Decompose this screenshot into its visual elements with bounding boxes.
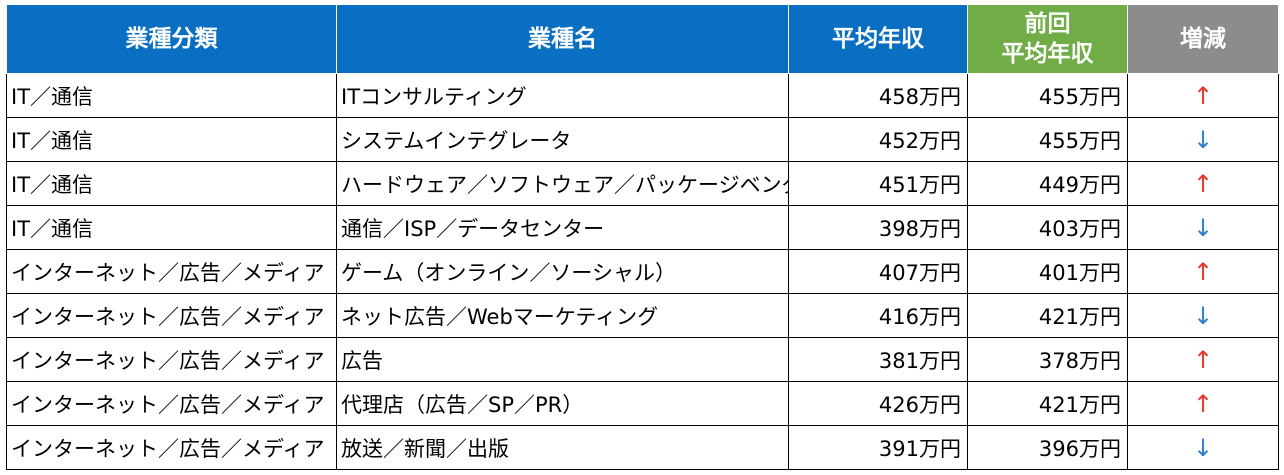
cell-prev-avg-income: 396万円 bbox=[967, 425, 1128, 470]
cell-avg-income: 381万円 bbox=[788, 337, 968, 382]
cell-category: IT／通信 bbox=[6, 161, 337, 206]
cell-prev-avg-income: 421万円 bbox=[967, 381, 1128, 426]
header-change: 増減 bbox=[1127, 4, 1279, 74]
cell-prev-avg-income: 403万円 bbox=[967, 205, 1128, 250]
header-avg-income: 平均年収 bbox=[788, 4, 968, 74]
cell-category: インターネット／広告／メディア bbox=[6, 249, 337, 294]
cell-prev-avg-income: 421万円 bbox=[967, 293, 1128, 338]
cell-avg-income: 452万円 bbox=[788, 117, 968, 162]
cell-category: インターネット／広告／メディア bbox=[6, 293, 337, 338]
cell-category: IT／通信 bbox=[6, 205, 337, 250]
income-table-container: 業種分類 業種名 平均年収 前回 平均年収 増減 IT／通信 ITコンサルティング… bbox=[6, 4, 1279, 470]
cell-avg-income: 426万円 bbox=[788, 381, 968, 426]
arrow-up-icon: ↑ bbox=[1192, 389, 1214, 418]
cell-prev-avg-income: 455万円 bbox=[967, 73, 1128, 118]
header-industry: 業種名 bbox=[336, 4, 789, 74]
header-row: 業種分類 業種名 平均年収 前回 平均年収 増減 bbox=[6, 4, 1279, 74]
cell-category: IT／通信 bbox=[6, 117, 337, 162]
cell-category: インターネット／広告／メディア bbox=[6, 381, 337, 426]
cell-industry: 広告 bbox=[336, 337, 789, 382]
cell-change: ↑ bbox=[1127, 381, 1279, 426]
table-row: インターネット／広告／メディア 代理店（広告／SP／PR） 426万円 421万円 ↑ bbox=[6, 381, 1279, 426]
table-row: IT／通信 システムインテグレータ 452万円 455万円 ↓ bbox=[6, 117, 1279, 162]
cell-industry: 代理店（広告／SP／PR） bbox=[336, 381, 789, 426]
cell-industry: システムインテグレータ bbox=[336, 117, 789, 162]
cell-category: インターネット／広告／メディア bbox=[6, 337, 337, 382]
header-category: 業種分類 bbox=[6, 4, 337, 74]
cell-change: ↑ bbox=[1127, 337, 1279, 382]
table-body: IT／通信 ITコンサルティング 458万円 455万円 ↑ IT／通信 システムインテグレ… bbox=[6, 73, 1279, 470]
cell-prev-avg-income: 401万円 bbox=[967, 249, 1128, 294]
cell-change: ↑ bbox=[1127, 249, 1279, 294]
cell-industry: ネット広告／Webマーケティング bbox=[336, 293, 789, 338]
table-row: IT／通信 通信／ISP／データセンター 398万円 403万円 ↓ bbox=[6, 205, 1279, 250]
arrow-down-icon: ↓ bbox=[1192, 213, 1214, 242]
header-prev-avg-income: 前回 平均年収 bbox=[967, 4, 1128, 74]
cell-industry: 放送／新聞／出版 bbox=[336, 425, 789, 470]
table-row: インターネット／広告／メディア 広告 381万円 378万円 ↑ bbox=[6, 337, 1279, 382]
cell-prev-avg-income: 455万円 bbox=[967, 117, 1128, 162]
table-row: IT／通信 ハードウェア／ソフトウェア／パッケージベンダ 451万円 449万円 ↑ bbox=[6, 161, 1279, 206]
cell-industry: ゲーム（オンライン／ソーシャル） bbox=[336, 249, 789, 294]
table-header: 業種分類 業種名 平均年収 前回 平均年収 増減 bbox=[6, 4, 1279, 74]
arrow-up-icon: ↑ bbox=[1192, 81, 1214, 110]
cell-avg-income: 398万円 bbox=[788, 205, 968, 250]
arrow-up-icon: ↑ bbox=[1192, 345, 1214, 374]
header-prev-line1: 前回 bbox=[1024, 11, 1071, 37]
cell-change: ↑ bbox=[1127, 73, 1279, 118]
cell-industry: ハードウェア／ソフトウェア／パッケージベンダ bbox=[336, 161, 789, 206]
table-row: インターネット／広告／メディア ネット広告／Webマーケティング 416万円 421万… bbox=[6, 293, 1279, 338]
cell-change: ↓ bbox=[1127, 117, 1279, 162]
table-row: インターネット／広告／メディア ゲーム（オンライン／ソーシャル） 407万円 401万… bbox=[6, 249, 1279, 294]
arrow-up-icon: ↑ bbox=[1192, 257, 1214, 286]
cell-prev-avg-income: 378万円 bbox=[967, 337, 1128, 382]
cell-avg-income: 458万円 bbox=[788, 73, 968, 118]
cell-category: インターネット／広告／メディア bbox=[6, 425, 337, 470]
income-table: 業種分類 業種名 平均年収 前回 平均年収 増減 IT／通信 ITコンサルティング… bbox=[6, 4, 1279, 470]
header-prev-line2: 平均年収 bbox=[1001, 41, 1094, 67]
cell-prev-avg-income: 449万円 bbox=[967, 161, 1128, 206]
cell-avg-income: 451万円 bbox=[788, 161, 968, 206]
cell-industry: ITコンサルティング bbox=[336, 73, 789, 118]
table-row: インターネット／広告／メディア 放送／新聞／出版 391万円 396万円 ↓ bbox=[6, 425, 1279, 470]
arrow-down-icon: ↓ bbox=[1192, 433, 1214, 462]
cell-change: ↓ bbox=[1127, 425, 1279, 470]
arrow-down-icon: ↓ bbox=[1192, 125, 1214, 154]
table-row: IT／通信 ITコンサルティング 458万円 455万円 ↑ bbox=[6, 73, 1279, 118]
cell-industry: 通信／ISP／データセンター bbox=[336, 205, 789, 250]
cell-avg-income: 407万円 bbox=[788, 249, 968, 294]
cell-change: ↓ bbox=[1127, 205, 1279, 250]
cell-change: ↓ bbox=[1127, 293, 1279, 338]
cell-change: ↑ bbox=[1127, 161, 1279, 206]
arrow-up-icon: ↑ bbox=[1192, 169, 1214, 198]
arrow-down-icon: ↓ bbox=[1192, 301, 1214, 330]
cell-avg-income: 416万円 bbox=[788, 293, 968, 338]
cell-avg-income: 391万円 bbox=[788, 425, 968, 470]
cell-category: IT／通信 bbox=[6, 73, 337, 118]
